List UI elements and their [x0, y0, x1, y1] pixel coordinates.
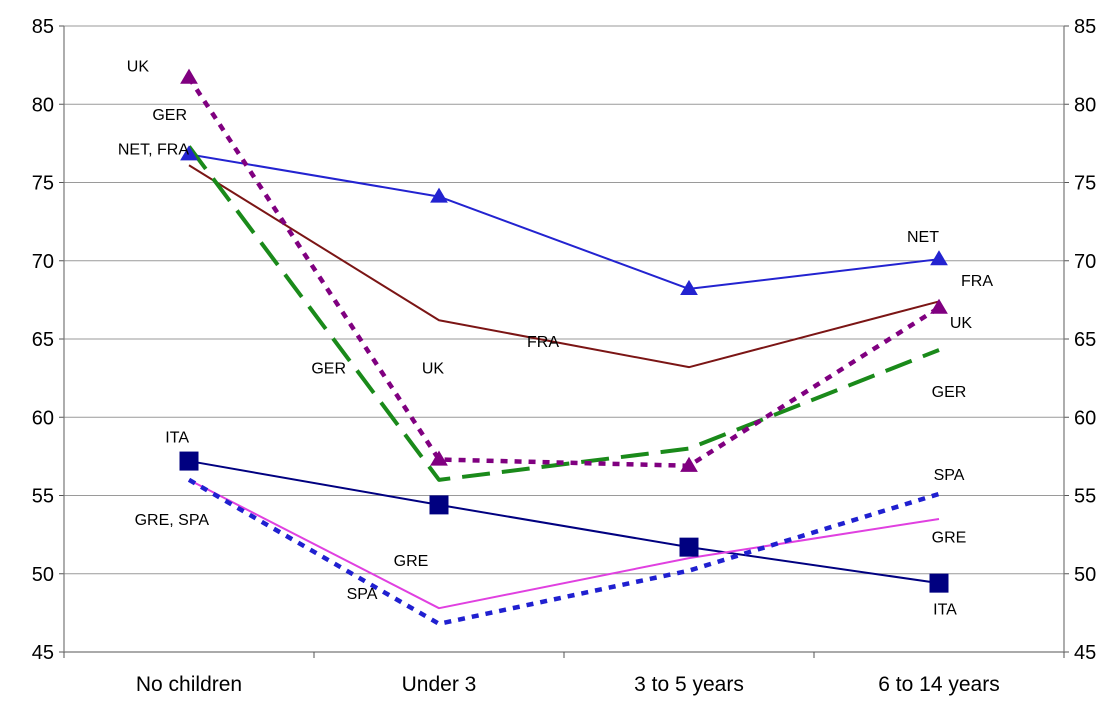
y-tick-label-right-65: 65: [1074, 329, 1096, 351]
x-tick-label-no-children: No children: [136, 673, 242, 696]
x-tick-label-3-to-5-years: 3 to 5 years: [634, 673, 744, 696]
gridlines: [64, 25, 1064, 653]
y-tick-label-right-45: 45: [1074, 642, 1096, 664]
data-point-uk-0: [180, 68, 198, 84]
data-point-uk-2: [680, 456, 698, 472]
y-tick-label-right-80: 80: [1074, 94, 1096, 116]
data-point-net-0: [180, 145, 198, 161]
y-tick-label-right-75: 75: [1074, 173, 1096, 195]
annotation-gre-8: GRE: [394, 553, 429, 570]
annotation-spa-14: SPA: [934, 467, 965, 484]
series-line-net: [188, 153, 940, 290]
series-line-uk: [187, 76, 941, 469]
annotations-group: UK GER NET, FRA ITA GRE, SPA GER UK FRA GRE SPA NE…: [118, 58, 993, 618]
y-tick-label-left-85: 85: [32, 16, 54, 38]
annotation-uk-6: UK: [422, 360, 445, 377]
data-point-ita-0: [179, 451, 199, 471]
series-line-spa: [187, 477, 940, 627]
y-tick-label-left-45: 45: [32, 642, 54, 664]
series-line-ger: [187, 145, 940, 482]
series-group: [187, 76, 941, 627]
x-tick-label-6-to-14-years: 6 to 14 years: [878, 673, 999, 696]
data-point-ita-3: [929, 573, 949, 593]
y-tick-label-left-55: 55: [32, 486, 54, 508]
axes: 45 45 50 50 55 55 60 60 65 65 70 70 75 75 80 80 85 85 No c…: [32, 16, 1097, 696]
annotation-fra-7: FRA: [527, 334, 559, 351]
y-tick-label-left-50: 50: [32, 564, 54, 586]
annotation-uk-0: UK: [127, 58, 150, 75]
y-tick-label-left-65: 65: [32, 329, 54, 351]
annotation-ger-13: GER: [932, 384, 967, 401]
data-point-ita-2: [679, 537, 699, 557]
data-point-uk-1: [430, 450, 448, 466]
y-tick-label-right-70: 70: [1074, 251, 1096, 273]
annotation-ger-5: GER: [311, 360, 346, 377]
y-tick-label-left-60: 60: [32, 407, 54, 429]
annotation-gre-15: GRE: [932, 529, 967, 546]
annotation-ita-3: ITA: [165, 429, 189, 446]
data-point-ita-1: [429, 495, 449, 515]
data-point-uk-3: [930, 298, 948, 314]
x-tick-label-under-3: Under 3: [402, 673, 477, 696]
annotation-spa-9: SPA: [347, 586, 378, 603]
y-tick-label-left-75: 75: [32, 173, 54, 195]
y-tick-label-right-85: 85: [1074, 16, 1096, 38]
y-tick-label-right-50: 50: [1074, 564, 1096, 586]
y-tick-label-left-80: 80: [32, 94, 54, 116]
y-tick-label-left-70: 70: [32, 251, 54, 273]
data-point-net-3: [930, 250, 948, 266]
annotation-ger-1: GER: [152, 107, 187, 124]
y-tick-label-right-60: 60: [1074, 407, 1096, 429]
annotation-gre-spa-4: GRE, SPA: [135, 512, 210, 529]
annotation-net-fra-2: NET, FRA: [118, 141, 189, 158]
series-line-ita: [188, 460, 940, 585]
markers-group: [179, 68, 949, 593]
data-point-net-2: [680, 279, 698, 296]
y-tick-label-right-55: 55: [1074, 486, 1096, 508]
series-line-gre: [188, 478, 940, 610]
annotation-fra-11: FRA: [961, 273, 993, 290]
series-line-fra: [188, 164, 940, 369]
data-point-net-1: [430, 187, 448, 203]
annotation-uk-12: UK: [950, 315, 973, 332]
annotation-ita-16: ITA: [933, 601, 957, 618]
annotation-net-10: NET: [907, 229, 939, 246]
